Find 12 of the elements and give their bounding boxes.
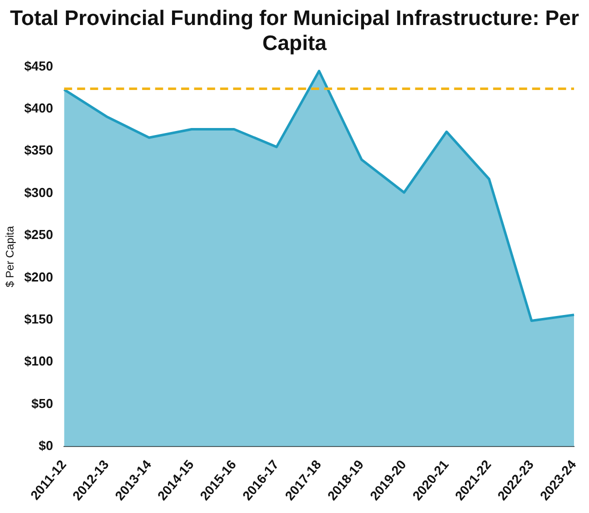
chart-title: Total Provincial Funding for Municipal Infrastructure: Per Capita xyxy=(9,6,580,56)
y-tick-label: $150 xyxy=(24,311,54,326)
y-axis-title: $ Per Capita xyxy=(4,225,17,288)
y-tick-label: $300 xyxy=(24,184,54,200)
y-tick-label: $50 xyxy=(31,396,54,411)
y-tick-label: $400 xyxy=(24,100,54,116)
y-tick-label: $100 xyxy=(24,354,54,369)
y-tick-label: $0 xyxy=(38,438,54,454)
y-tick-label: $350 xyxy=(24,142,54,158)
y-tick-label: $200 xyxy=(24,269,54,284)
y-tick-label: $450 xyxy=(24,58,54,74)
y-tick-label: $250 xyxy=(24,227,54,242)
